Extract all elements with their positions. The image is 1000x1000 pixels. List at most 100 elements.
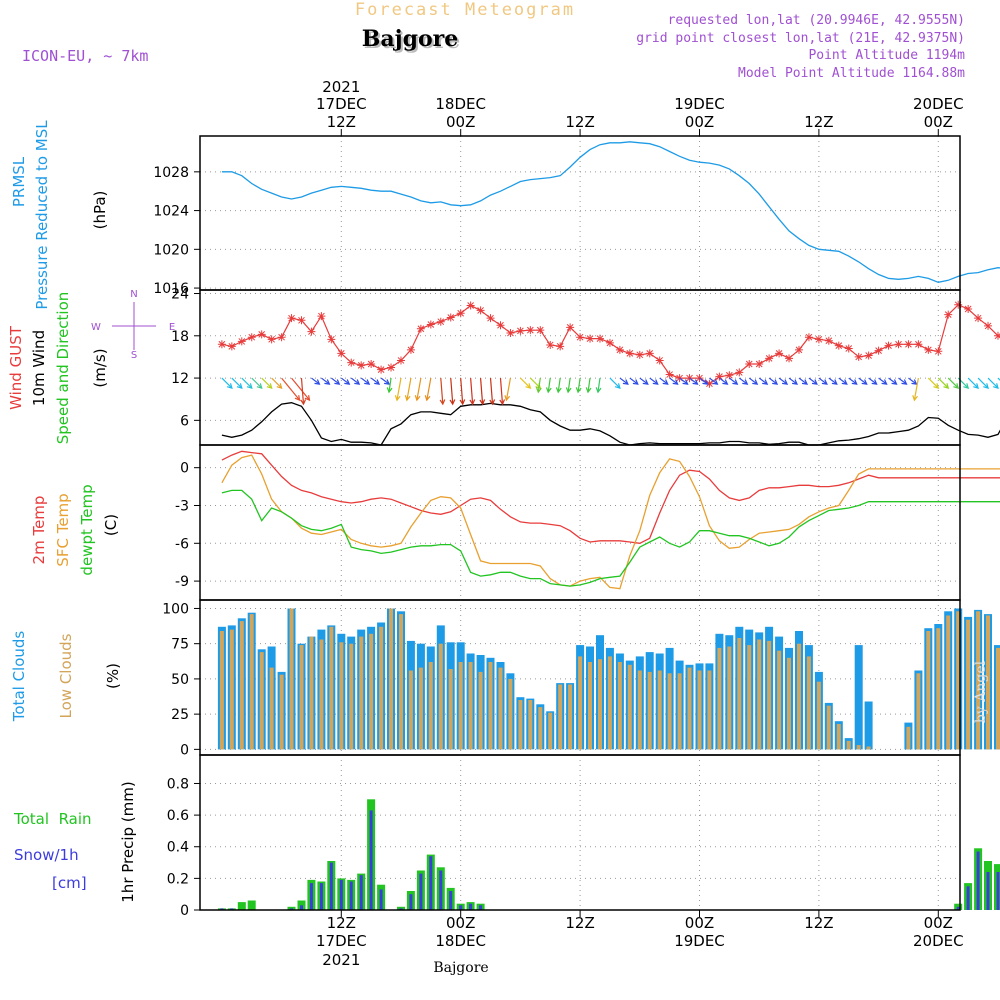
wind-arrow-17 <box>388 377 392 393</box>
wind-arrowhead-4 <box>266 383 273 389</box>
wind-arrow-51 <box>728 377 738 385</box>
wind-arrowhead-3 <box>256 383 263 389</box>
bottom-axis-label-1-0: 00Z <box>446 914 475 932</box>
snow-bar-15 <box>369 810 373 910</box>
wind-arrowhead-73 <box>953 383 960 389</box>
wind-arrow-12 <box>340 377 350 385</box>
gust-marker-17 <box>387 363 396 372</box>
model-altitude: Model Point Altitude 1164.88m <box>738 66 965 81</box>
wind-arrow-19 <box>406 377 412 401</box>
wind-arrowhead-39 <box>614 383 621 389</box>
wind-arrow-49 <box>709 377 718 385</box>
wind-arrowhead-1 <box>236 383 243 389</box>
wind-arrowhead-22 <box>439 399 446 406</box>
wind-arrowhead-15 <box>374 379 381 385</box>
wind-arrow-16 <box>380 377 390 385</box>
wind-ytick-label-0: 6 <box>180 413 189 429</box>
temp-panel: -9 -6 -3 0 <box>175 444 1000 601</box>
wind-arrow-27 <box>489 378 494 405</box>
wind-arrowhead-19 <box>404 395 411 402</box>
snow-bar-75 <box>966 886 970 910</box>
wind-arrow-37 <box>587 377 591 393</box>
gust-marker-2 <box>237 337 246 346</box>
precip-ytick-label-2: 0.4 <box>167 840 189 856</box>
wind-arrowhead-76 <box>983 383 989 389</box>
gust-marker-65 <box>864 351 873 360</box>
low-cloud-bar-35 <box>568 684 573 750</box>
gust-marker-38 <box>595 334 604 343</box>
total-cloud-bar-64 <box>854 645 863 750</box>
top-axis-label-1-1: 18DEC <box>435 95 486 113</box>
low-cloud-bar-11 <box>329 626 334 750</box>
clouds-panel: 0 25 50 75 100 <box>162 599 1000 758</box>
wind-ytick-label-3: 24 <box>171 287 189 303</box>
compass-w: W <box>91 322 101 333</box>
wind-arrowhead-10 <box>324 379 331 385</box>
clouds-ytick-label-0: 0 <box>180 742 189 758</box>
low-cloud-bar-23 <box>448 669 453 750</box>
low-cloud-bar-39 <box>607 656 612 750</box>
low-cloud-bar-59 <box>806 656 811 750</box>
low-cloud-bar-0 <box>219 631 224 750</box>
wind-frame <box>199 289 961 446</box>
snow-bar-20 <box>419 873 423 910</box>
gust-marker-6 <box>277 333 286 342</box>
temp-ytick-label-0: -9 <box>175 574 189 590</box>
wind-arrow-11 <box>330 377 340 385</box>
wind-arrowhead-51 <box>732 379 739 385</box>
low-cloud-bar-48 <box>697 670 702 750</box>
snow-bar-21 <box>429 856 433 910</box>
bottom-axis-label-2-0: 12Z <box>565 914 594 932</box>
snow-bar-22 <box>439 870 443 910</box>
low-cloud-bar-40 <box>617 662 622 750</box>
wind-arrow-24 <box>460 378 464 405</box>
bottom-axis-label-0-0: 12Z <box>327 914 356 932</box>
wind-arrowhead-49 <box>712 379 719 385</box>
temp-series-2 <box>221 489 1000 587</box>
wind-arrowhead-27 <box>489 399 496 406</box>
wind-arrow-10 <box>321 377 330 385</box>
wind-arrow-9 <box>311 377 320 385</box>
gust-marker-72 <box>934 347 943 356</box>
low-cloud-bar-16 <box>379 626 384 750</box>
low-cloud-bar-37 <box>588 662 592 750</box>
wind-arrow-28 <box>499 378 504 405</box>
snow-bar-1 <box>230 908 234 910</box>
gust-marker-12 <box>337 349 346 358</box>
low-cloud-bar-64 <box>856 745 861 750</box>
wind-arrow-40 <box>619 377 629 385</box>
wind-arrow-53 <box>748 377 758 385</box>
low-cloud-bar-34 <box>558 684 563 750</box>
wind-arrowhead-77 <box>993 383 999 389</box>
wind-arrowhead-8 <box>300 399 307 406</box>
clouds-unit: (%) <box>104 663 122 689</box>
gust-marker-7 <box>287 314 296 323</box>
temp-series-1 <box>221 454 1000 590</box>
wind-arrow-13 <box>350 377 360 385</box>
total-cloud-bar-65 <box>864 701 873 750</box>
top-axis-label-5-2: 00Z <box>924 113 953 131</box>
wind-arrowhead-55 <box>772 379 779 385</box>
low-cloud-bar-14 <box>359 636 364 750</box>
low-cloud-bar-76 <box>976 611 981 750</box>
gust-marker-48 <box>695 374 704 383</box>
wind-arrow-0 <box>221 377 233 389</box>
low-cloud-bar-12 <box>339 642 344 750</box>
precip-ytick-label-1: 0.2 <box>167 871 189 887</box>
wind-arrow-50 <box>719 377 728 385</box>
wind-arrowhead-57 <box>792 379 798 385</box>
gust-marker-43 <box>645 349 654 358</box>
gust-marker-44 <box>655 356 664 365</box>
gust-marker-35 <box>566 323 575 332</box>
snow-bar-14 <box>359 875 363 910</box>
gust-marker-46 <box>675 374 684 383</box>
low-cloud-bar-42 <box>637 670 642 750</box>
gust-marker-47 <box>685 374 694 383</box>
low-cloud-bar-18 <box>399 614 403 750</box>
gust-marker-71 <box>924 345 933 354</box>
wind-arrowhead-53 <box>752 379 759 385</box>
bottom-axis-label-5-1: 20DEC <box>913 932 964 950</box>
low-cloud-bar-21 <box>428 662 433 750</box>
low-cloud-bar-57 <box>787 657 791 750</box>
